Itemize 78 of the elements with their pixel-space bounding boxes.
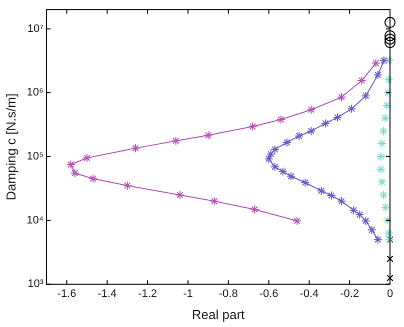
point — [337, 92, 346, 102]
point — [337, 196, 346, 206]
point — [248, 122, 258, 132]
point — [382, 216, 392, 225]
point — [306, 105, 316, 114]
point — [376, 164, 386, 174]
point — [380, 114, 390, 123]
point — [332, 112, 342, 122]
point — [381, 202, 390, 212]
point — [130, 144, 140, 153]
point — [320, 118, 330, 128]
point — [294, 131, 304, 140]
y-tick-label: 10³ — [28, 278, 44, 290]
x-tick-label: -0.2 — [340, 288, 360, 300]
point — [292, 216, 302, 226]
point — [382, 100, 392, 110]
point — [361, 216, 370, 226]
x-tick-label: -0.8 — [218, 288, 238, 300]
point — [326, 191, 336, 200]
point — [250, 204, 260, 214]
y-tick-label: 10⁶ — [26, 86, 44, 99]
point — [210, 196, 219, 206]
x-axis-title: Real part — [192, 306, 246, 322]
point — [371, 58, 380, 68]
point — [377, 138, 386, 148]
point — [278, 167, 288, 176]
point — [386, 274, 394, 282]
point — [373, 70, 382, 80]
point — [376, 152, 386, 162]
x-tick-label: -0.4 — [300, 288, 319, 300]
x-tick-label: 0 — [386, 288, 394, 300]
point — [355, 210, 364, 220]
point — [386, 255, 394, 262]
point — [282, 138, 292, 147]
point — [276, 114, 286, 124]
point — [286, 172, 296, 181]
x-tick-label: -1.4 — [98, 288, 117, 300]
point — [357, 76, 366, 86]
point — [88, 174, 98, 184]
point — [82, 153, 92, 162]
point — [300, 178, 310, 188]
x-tick-label: -1 — [183, 288, 193, 300]
y-axis-title: Damping c [N.s/m] — [3, 93, 18, 200]
point — [384, 56, 394, 65]
y-tick-label: 10⁵ — [26, 150, 44, 163]
point — [384, 30, 396, 42]
point — [306, 126, 316, 136]
point — [373, 235, 382, 244]
point — [347, 104, 356, 114]
point — [270, 144, 280, 154]
point — [264, 154, 274, 164]
point — [266, 150, 276, 159]
point — [384, 37, 396, 48]
x-tick-label: -1.2 — [138, 288, 158, 300]
point — [171, 136, 180, 146]
point — [204, 130, 213, 140]
point — [377, 177, 386, 186]
point — [384, 228, 394, 238]
x-tick-label: -1.6 — [57, 288, 76, 300]
point — [361, 91, 370, 100]
point — [122, 181, 132, 190]
point — [383, 88, 392, 98]
point — [379, 126, 388, 136]
point — [379, 56, 388, 65]
y-tick-label: 10⁷ — [27, 22, 44, 35]
point — [384, 75, 394, 84]
point — [270, 162, 280, 172]
point — [367, 225, 376, 234]
point — [66, 160, 76, 169]
point — [384, 34, 396, 45]
point — [349, 206, 358, 215]
point — [379, 190, 388, 200]
point — [70, 168, 80, 178]
x-tick-label: -0.6 — [259, 288, 278, 300]
point — [175, 190, 184, 200]
y-tick-label: 10⁴ — [26, 214, 44, 226]
point — [384, 16, 396, 28]
point — [316, 186, 326, 196]
